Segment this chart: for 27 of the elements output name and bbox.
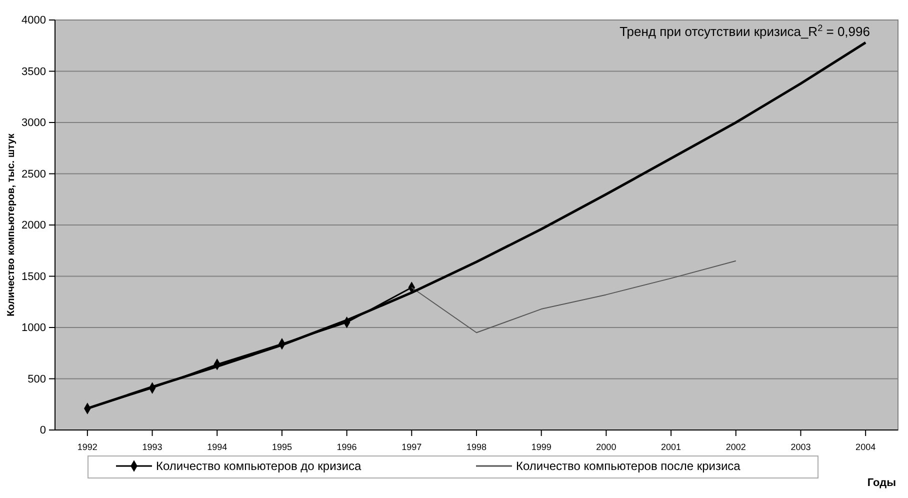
x-tick-label: 1993 [142,442,162,452]
y-tick-label: 0 [40,424,46,437]
y-tick-label: 2500 [22,168,46,180]
x-tick-label: 1994 [207,442,228,452]
x-axis-title: Годы [867,477,896,489]
x-tick-label: 2004 [856,442,876,452]
x-tick-label: 2003 [790,442,811,452]
y-tick-label: 1000 [22,322,46,334]
x-tick-label: 1998 [466,442,487,452]
legend-label: Количество компьютеров до кризиса [156,459,362,473]
x-tick-label: 2000 [596,442,616,452]
x-tick-label: 1997 [402,442,422,452]
y-tick-label: 4000 [22,14,46,27]
y-tick-label: 3000 [22,117,46,130]
y-tick-label: 2000 [22,220,46,232]
y-axis-title: Количество компьютеров, тыс. штук [6,132,17,316]
x-tick-label: 2001 [661,442,682,452]
annotation: Тренд при отсутствии кризиса_R$^{2}$ = 0,996 [620,23,870,39]
x-tick-label: 1999 [531,442,552,452]
x-tick-label: 2002 [726,442,746,452]
x-tick-label: 1996 [336,442,357,452]
y-tick-label: 500 [28,373,46,386]
x-tick-label: 1992 [77,442,98,452]
y-tick-label: 1500 [22,270,46,283]
legend-label: Количество компьютеров после кризиса [516,459,741,473]
y-tick-label: 3500 [22,66,46,78]
x-tick-label: 1995 [272,442,292,452]
